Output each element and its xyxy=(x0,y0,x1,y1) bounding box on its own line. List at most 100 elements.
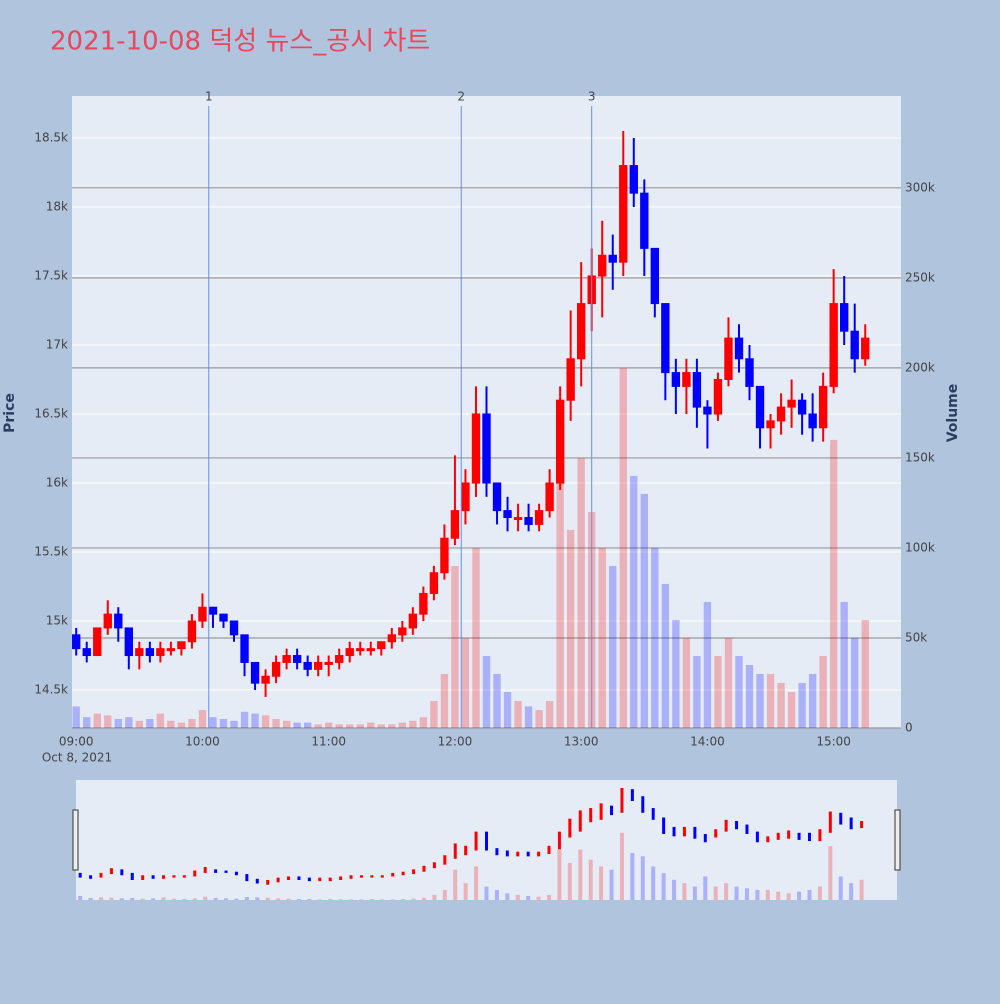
slider-volume-bar xyxy=(744,888,749,900)
volume-bar xyxy=(314,724,322,728)
volume-bar xyxy=(440,673,449,728)
slider-handle-left[interactable] xyxy=(72,809,79,871)
slider-volume-bar xyxy=(421,897,426,900)
volume-bar xyxy=(545,700,554,728)
volume-bar xyxy=(535,709,543,728)
volume-bar xyxy=(367,722,375,728)
volume-bar xyxy=(146,718,154,728)
y-tick-label: 17k xyxy=(46,337,68,351)
slider-volume-bar xyxy=(411,898,416,900)
slider-volume-bar xyxy=(161,897,166,900)
slider-volume-bar xyxy=(192,898,197,900)
volume-bar xyxy=(125,717,133,728)
candle-body xyxy=(545,482,554,512)
volume-bar xyxy=(766,673,775,728)
candle-body xyxy=(198,606,207,622)
slider-volume-bar xyxy=(807,889,812,900)
candle-body xyxy=(524,517,533,525)
slider-volume-bar xyxy=(317,899,322,900)
x-tick-label: 12:00 xyxy=(438,735,473,749)
candle-body xyxy=(187,620,197,643)
annotation-label: 2 xyxy=(457,90,465,104)
volume-bar xyxy=(798,682,806,728)
volume-bar xyxy=(419,717,428,728)
candle-body xyxy=(145,648,155,657)
y-tick-label: 14.5k xyxy=(34,683,68,697)
volume-bar xyxy=(451,565,459,728)
slider-volume-bar xyxy=(599,866,604,900)
volume-bar xyxy=(651,547,659,728)
volume-bar xyxy=(787,691,796,728)
candle-body xyxy=(703,406,712,415)
volume-bar xyxy=(430,700,438,728)
slider-volume-bar xyxy=(661,873,666,900)
candle-body xyxy=(492,482,502,512)
candle-body xyxy=(829,303,838,387)
x-tick-label: 10:00 xyxy=(185,735,220,749)
volume-bar xyxy=(167,720,175,728)
slider-volume-bar xyxy=(171,898,176,900)
candle-body xyxy=(608,254,617,263)
volume-bar xyxy=(72,706,80,728)
slider-volume-bar xyxy=(484,886,489,900)
candle-body xyxy=(114,613,123,629)
candle-body xyxy=(93,627,102,657)
annotation-label: 1 xyxy=(205,90,213,104)
volume-bar xyxy=(93,713,101,728)
candle-body xyxy=(240,634,249,663)
slider-volume-bar xyxy=(474,866,479,900)
x-date-label: Oct 8, 2021 xyxy=(42,751,112,765)
candle-body xyxy=(440,537,449,574)
y2-tick-label: 0 xyxy=(905,721,913,735)
volume-bar xyxy=(672,619,680,728)
slider-volume-bar xyxy=(755,889,760,900)
volume-bar xyxy=(135,720,144,728)
slider-volume-bar xyxy=(838,876,843,900)
volume-bar xyxy=(83,717,91,728)
candle-body xyxy=(566,358,575,401)
slider-volume-bar xyxy=(244,896,249,900)
candle-body xyxy=(271,661,281,677)
volume-bar xyxy=(461,637,470,728)
candle-body xyxy=(166,648,176,652)
slider-volume-bar xyxy=(296,898,301,900)
x-tick-label: 15:00 xyxy=(816,735,851,749)
volume-bar xyxy=(556,457,564,728)
candle-body xyxy=(482,413,491,484)
volume-bar xyxy=(377,724,385,728)
volume-bar xyxy=(156,713,165,728)
y2-axis-title: Volume xyxy=(945,384,961,443)
slider-volume-bar xyxy=(640,856,645,900)
x-tick-label: 14:00 xyxy=(690,735,725,749)
slider-volume-bar xyxy=(786,893,791,900)
volume-bar xyxy=(198,709,207,728)
candle-body xyxy=(619,165,628,263)
slider-handle-right[interactable] xyxy=(894,809,901,871)
volume-bar xyxy=(104,715,112,728)
slider-volume-bar xyxy=(724,883,729,900)
candle-body xyxy=(208,606,218,615)
volume-bar xyxy=(777,682,785,728)
slider-volume-bar xyxy=(213,897,218,900)
slider-volume-bar xyxy=(130,897,135,900)
volume-bar xyxy=(282,720,291,728)
slider-volume-bar xyxy=(494,889,499,900)
candle-body xyxy=(335,655,344,663)
slider-volume-bar xyxy=(140,898,145,900)
candle-body xyxy=(577,303,586,360)
x-tick-label: 13:00 xyxy=(564,735,599,749)
candle-body xyxy=(156,648,165,657)
slider-volume-bar xyxy=(78,895,83,900)
slider-volume-bar xyxy=(692,886,697,900)
volume-bar xyxy=(356,724,364,728)
volume-bar xyxy=(272,718,280,728)
slider-volume-bar xyxy=(557,849,562,900)
volume-bar xyxy=(808,673,817,728)
candle-body xyxy=(661,303,670,374)
candle-body xyxy=(692,372,702,408)
slider-volume-bar xyxy=(682,883,687,900)
candle-body xyxy=(776,406,786,422)
volume-bar xyxy=(619,367,627,728)
slider-volume-bar xyxy=(432,894,437,900)
